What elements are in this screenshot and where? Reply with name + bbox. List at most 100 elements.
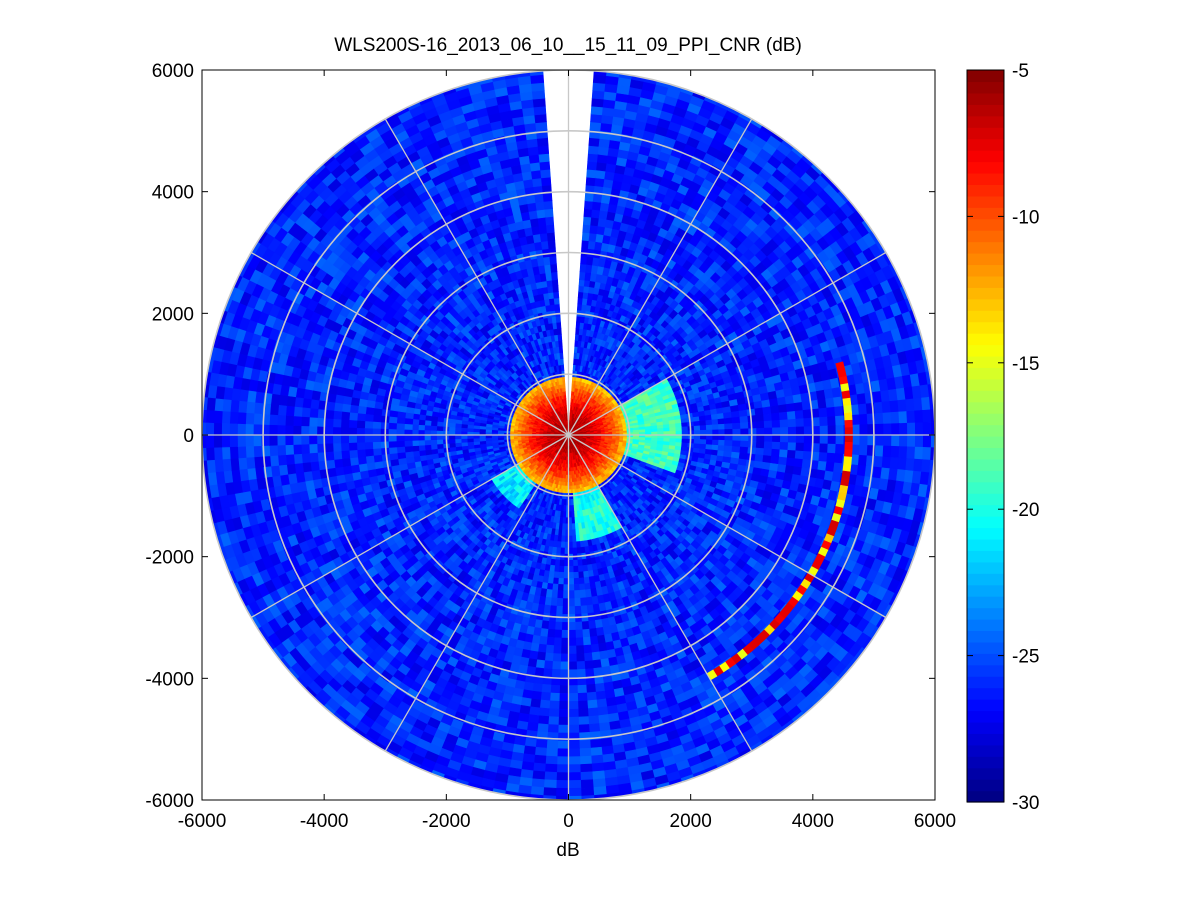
scan-cell [706, 434, 713, 441]
scan-cell [883, 423, 892, 436]
scan-cell [597, 146, 610, 156]
scan-cell [801, 459, 812, 470]
scan-cell [700, 434, 707, 441]
scan-cell [898, 446, 908, 459]
scan-cell [881, 456, 892, 469]
scan-cell [764, 434, 773, 443]
scan-cell [778, 456, 788, 466]
scan-cell [771, 441, 781, 451]
scan-cell [817, 398, 828, 410]
scan-cell [834, 405, 844, 417]
scan-cell [793, 458, 804, 469]
scan-cell [730, 410, 741, 419]
scan-cell [748, 434, 757, 442]
scan-cell [801, 400, 812, 411]
scan-cell [834, 453, 844, 465]
scan-cell [586, 168, 597, 179]
scan-cell [588, 137, 601, 147]
scan-cell [826, 452, 836, 464]
scan-cell [793, 401, 804, 412]
scan-cell [906, 446, 916, 460]
scan-cell [835, 434, 845, 445]
scan-cell [856, 465, 867, 477]
scan-cell [780, 427, 789, 436]
scan-cell [914, 434, 924, 448]
scan-cell [755, 447, 765, 456]
scan-cell [875, 434, 884, 447]
scan-cell [582, 570, 589, 579]
scan-cell [584, 192, 595, 202]
scan-cell [819, 425, 829, 436]
scan-cell [787, 442, 797, 452]
scan-cell [795, 418, 805, 428]
scan-cell [591, 89, 606, 100]
scan-cell [859, 434, 869, 446]
scan-cell [873, 456, 884, 469]
scan-cell [857, 403, 868, 416]
scan-cell [899, 434, 908, 448]
scan-cell [681, 422, 689, 428]
scan-cell [764, 427, 773, 436]
scan-cell [732, 440, 741, 448]
scan-cell [851, 424, 861, 436]
scan-cell [596, 634, 606, 645]
scan-cell [738, 409, 749, 418]
scan-cell [770, 405, 780, 415]
scan-cell [740, 440, 749, 448]
scan-cell [699, 425, 707, 431]
scan-cell [827, 425, 837, 436]
scan-cell [778, 449, 789, 459]
scan-cell [881, 401, 892, 414]
scan-cell [724, 423, 734, 430]
scan-cell [786, 449, 797, 460]
scan-cell [711, 444, 719, 451]
scan-cell [905, 398, 915, 412]
scan-cell [891, 423, 900, 436]
scan-cell [890, 411, 900, 425]
scan-cell [914, 446, 924, 460]
scan-cell [598, 650, 609, 661]
scan-cell [723, 417, 733, 425]
scan-cell [873, 401, 884, 414]
scan-cell [732, 434, 742, 442]
scan-cell [681, 426, 689, 432]
scan-cell [584, 200, 594, 210]
scan-cell [827, 416, 837, 427]
scan-cell [705, 419, 713, 426]
scan-cell [597, 642, 608, 653]
scan-cell [582, 224, 591, 234]
scan-cell [595, 626, 605, 637]
scan-cell [858, 444, 868, 457]
scan-cell [594, 177, 605, 188]
scan-cell [748, 428, 757, 436]
scan-cell [914, 422, 924, 436]
scan-cell [596, 161, 608, 172]
scan-cell [716, 412, 725, 420]
scan-cell [778, 411, 789, 421]
scan-cell [581, 239, 590, 249]
scan-cell [776, 396, 787, 406]
scan-cell [786, 410, 797, 421]
scan-cell [763, 420, 773, 429]
scan-cell [592, 82, 606, 92]
scan-cell [818, 407, 828, 418]
scan-cell [856, 393, 867, 405]
scan-cell [718, 423, 726, 431]
scan-cell [586, 160, 598, 171]
scan-cell [875, 423, 884, 436]
scan-cell [891, 434, 900, 447]
scan-cell [833, 462, 843, 474]
scan-cell [819, 434, 829, 445]
scan-cell [882, 445, 892, 458]
scan-cell [724, 440, 734, 447]
scan-cell [583, 576, 590, 585]
scan-cell [740, 434, 750, 442]
scan-cell [591, 97, 605, 108]
scan-cell [819, 416, 829, 427]
scan-cell [669, 427, 677, 432]
scan-cell [825, 461, 835, 473]
scan-cell [731, 416, 741, 424]
scan-cell [587, 145, 600, 155]
scan-cell [589, 121, 602, 132]
